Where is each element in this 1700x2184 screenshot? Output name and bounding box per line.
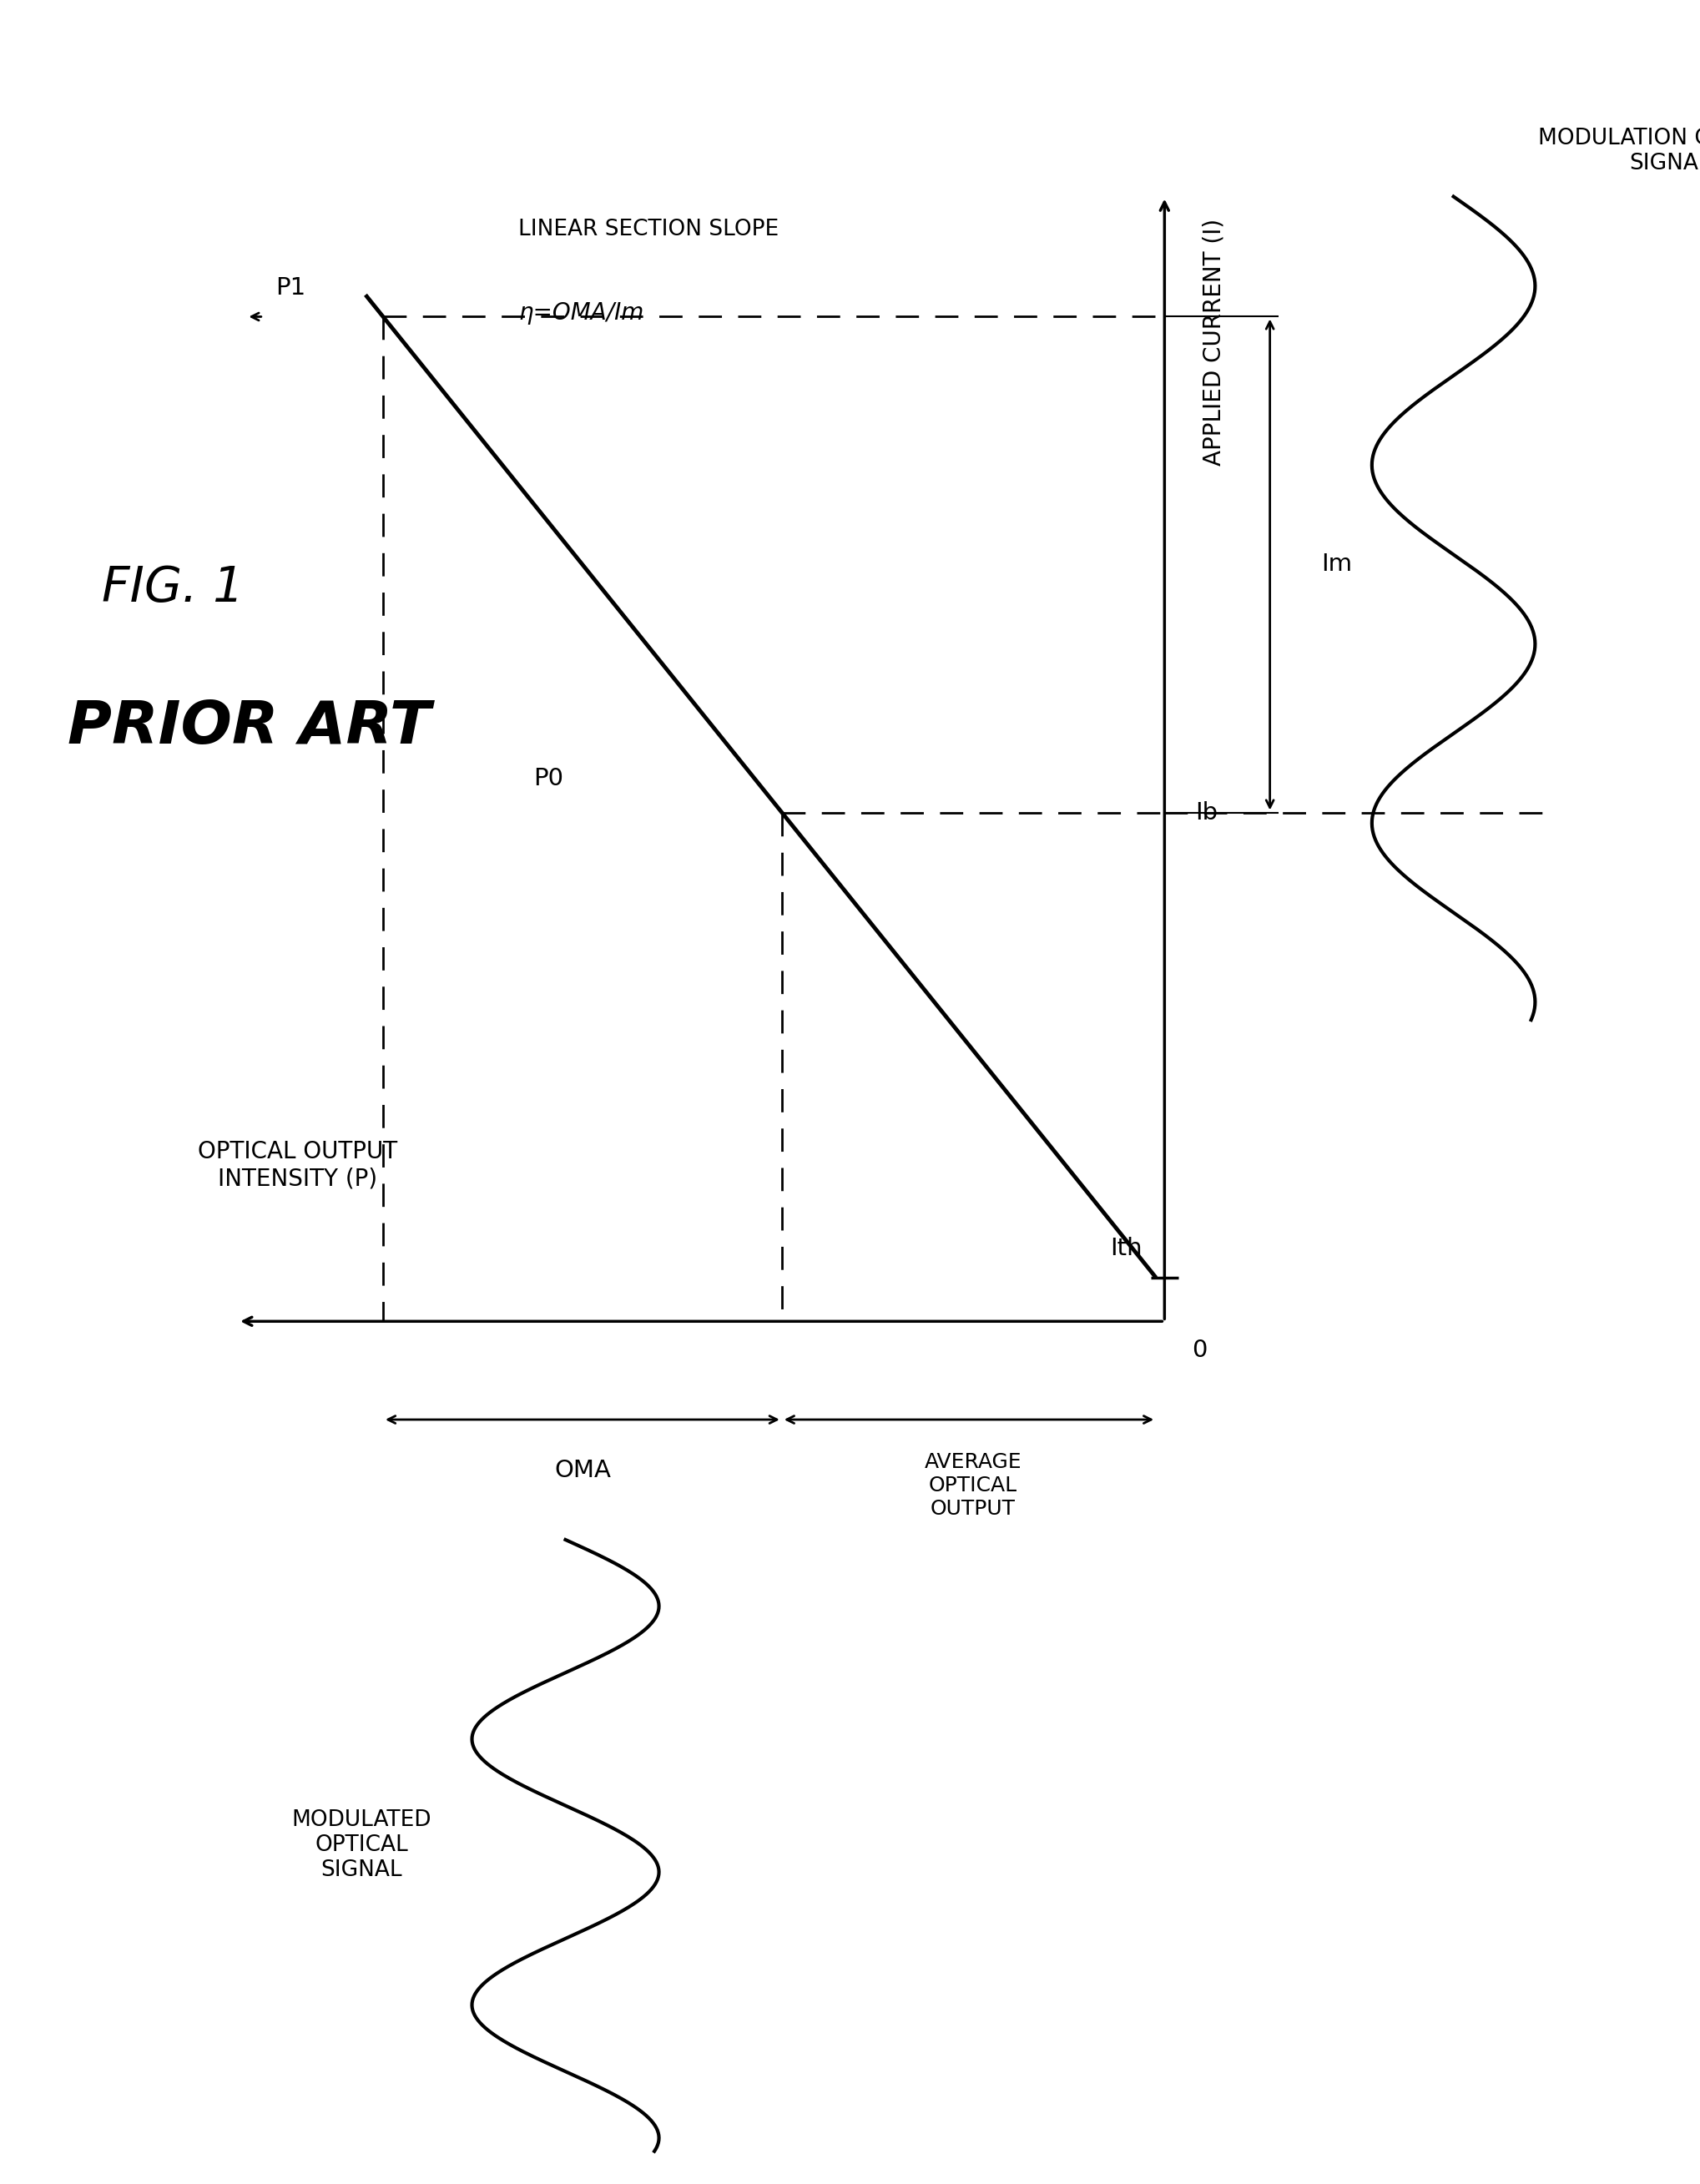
- Text: OPTICAL OUTPUT
INTENSITY (P): OPTICAL OUTPUT INTENSITY (P): [197, 1140, 398, 1190]
- Text: LINEAR SECTION SLOPE: LINEAR SECTION SLOPE: [518, 218, 779, 240]
- Text: MODULATION CURRENT
SIGNAL: MODULATION CURRENT SIGNAL: [1539, 129, 1700, 175]
- Text: OMA: OMA: [554, 1459, 610, 1483]
- Text: P0: P0: [534, 767, 563, 791]
- Text: APPLIED CURRENT (I): APPLIED CURRENT (I): [1202, 218, 1226, 465]
- Text: PRIOR ART: PRIOR ART: [68, 699, 432, 756]
- Text: η=OMA/Im: η=OMA/Im: [518, 301, 644, 325]
- Text: MODULATED
OPTICAL
SIGNAL: MODULATED OPTICAL SIGNAL: [292, 1811, 432, 1880]
- Text: Ib: Ib: [1195, 802, 1217, 823]
- Text: FIG. 1: FIG. 1: [102, 563, 245, 612]
- Text: 0: 0: [1192, 1339, 1207, 1363]
- Text: Ith: Ith: [1110, 1236, 1142, 1260]
- Text: Im: Im: [1321, 553, 1352, 577]
- Text: AVERAGE
OPTICAL
OUTPUT: AVERAGE OPTICAL OUTPUT: [925, 1452, 1022, 1518]
- Text: P1: P1: [275, 275, 306, 299]
